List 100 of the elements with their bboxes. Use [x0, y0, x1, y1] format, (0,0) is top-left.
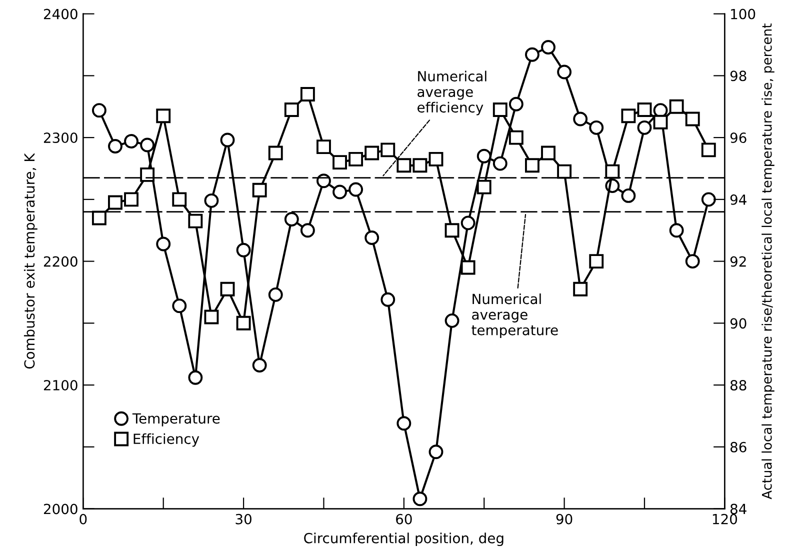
x-tick-label: 60	[396, 514, 412, 524]
point	[412, 158, 428, 173]
y2-tick-label: 96	[730, 132, 746, 144]
point	[589, 120, 604, 135]
point	[444, 313, 460, 328]
point	[589, 254, 604, 269]
y2-tick-label: 88	[730, 380, 746, 390]
point	[541, 40, 556, 54]
point	[252, 358, 267, 372]
point	[428, 444, 444, 460]
point	[460, 216, 476, 230]
point	[621, 188, 636, 203]
point	[172, 192, 187, 207]
y-tick-label: 2000	[44, 504, 78, 514]
point	[236, 316, 251, 330]
point	[284, 212, 299, 226]
y-tick-label: 2200	[44, 256, 78, 267]
point	[669, 223, 684, 238]
point	[476, 180, 492, 194]
point	[156, 108, 171, 124]
point	[348, 152, 364, 166]
point	[541, 146, 556, 160]
y2-axis-title: Actual local temperature rise/theoretical local temperature rise, percent	[762, 24, 774, 500]
y2-tick-label: 86	[730, 442, 746, 452]
point	[268, 146, 283, 160]
point	[364, 146, 380, 160]
point	[476, 148, 492, 164]
point	[508, 96, 524, 112]
point	[396, 158, 412, 173]
point	[701, 192, 716, 207]
point	[701, 142, 716, 158]
point	[364, 230, 380, 246]
point	[332, 155, 347, 170]
point	[444, 223, 460, 238]
point	[685, 112, 700, 126]
point	[605, 164, 620, 179]
point	[316, 140, 331, 154]
point	[396, 416, 412, 431]
point	[637, 102, 652, 117]
point	[124, 134, 138, 148]
point	[428, 152, 444, 166]
point	[348, 182, 364, 197]
y-axis-title: Combustor exit temperature, K	[24, 152, 38, 369]
point	[236, 242, 251, 258]
legend-label: Efficiency	[134, 433, 200, 447]
point	[204, 193, 219, 208]
y2-tick-label: 84	[730, 504, 746, 514]
ref-line-label: Numerical average efficiency	[418, 70, 486, 116]
point	[653, 114, 668, 130]
point	[252, 182, 267, 198]
y2-tick-label: 92	[730, 256, 746, 267]
point	[204, 310, 219, 324]
point	[573, 282, 588, 296]
point	[557, 164, 572, 179]
point	[637, 120, 652, 135]
y-tick-label: 2400	[44, 8, 78, 20]
y2-tick-label: 98	[730, 70, 746, 82]
x-tick-label: 30	[236, 514, 252, 524]
point	[140, 138, 155, 152]
point	[284, 102, 299, 117]
point	[380, 292, 396, 307]
point	[220, 132, 235, 148]
point	[573, 112, 588, 126]
x-tick-label: 0	[80, 514, 87, 524]
point	[492, 156, 508, 171]
point	[140, 167, 155, 182]
point	[108, 195, 122, 210]
point	[557, 64, 572, 80]
point	[300, 223, 315, 238]
point	[156, 236, 171, 252]
point	[220, 282, 235, 296]
point	[124, 192, 138, 207]
x-tick-label: 90	[556, 514, 572, 524]
y2-tick-label: 100	[731, 8, 756, 20]
legend-label: Temperature	[132, 413, 220, 426]
point	[172, 298, 187, 314]
point	[669, 99, 684, 114]
point	[332, 184, 347, 200]
y2-tick-label: 90	[730, 318, 746, 329]
point	[525, 158, 540, 173]
y2-tick-label: 94	[730, 194, 746, 205]
point	[525, 47, 540, 62]
ref-line-label: Numerical average temperature	[472, 293, 558, 338]
point	[188, 370, 203, 385]
point	[108, 138, 122, 154]
point	[508, 130, 524, 145]
point	[492, 102, 508, 117]
y-tick-label: 2100	[44, 380, 78, 390]
point	[460, 260, 476, 275]
x-tick-label: 120	[712, 514, 738, 524]
point	[188, 214, 203, 228]
point	[412, 492, 428, 506]
point	[300, 87, 315, 102]
point	[621, 108, 636, 124]
y-tick-label: 2300	[44, 132, 78, 144]
x-axis-title: Circumferential position, deg	[304, 532, 504, 546]
point	[92, 210, 106, 226]
point	[380, 142, 396, 158]
point	[92, 103, 106, 118]
point	[268, 287, 283, 302]
